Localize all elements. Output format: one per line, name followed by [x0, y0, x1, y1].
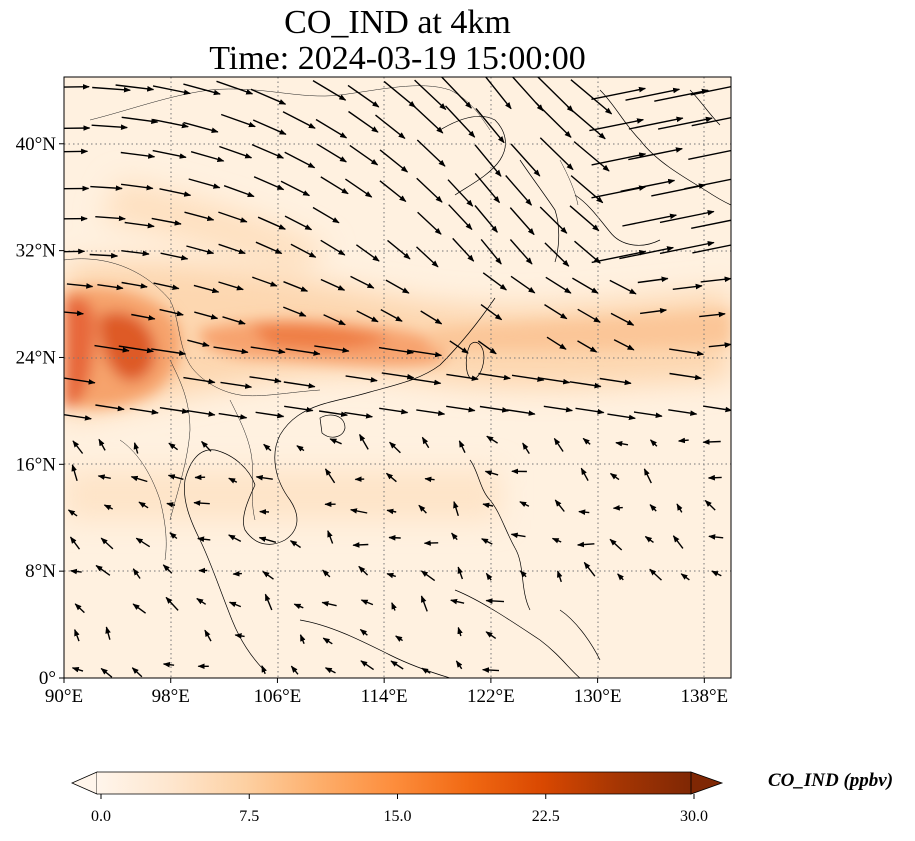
wind-vector	[57, 251, 85, 252]
latitude-tick-label: 0°	[39, 668, 56, 689]
colorbar-ramp	[97, 772, 691, 794]
colorbar-min-extend	[72, 772, 97, 794]
wind-vector	[389, 538, 401, 539]
colorbar-label: CO_IND (ppbv)	[768, 770, 893, 792]
wind-vector	[579, 512, 589, 513]
wind-vector	[353, 545, 368, 546]
wind-vector	[703, 442, 721, 443]
longitude-tick-label: 138°E	[680, 686, 728, 707]
latitude-tick-label: 16°N	[16, 454, 57, 475]
colorbar-tick-label: 7.5	[239, 808, 259, 825]
longitude-tick-label: 90°E	[45, 686, 83, 707]
longitude-tick-label: 98°E	[152, 686, 190, 707]
latitude-tick-label: 40°N	[16, 134, 57, 155]
longitude-tick-label: 106°E	[254, 686, 302, 707]
latitude-tick-label: 8°N	[25, 561, 56, 582]
latitude-tick-label: 24°N	[16, 347, 57, 368]
colorbar-max-extend	[691, 772, 722, 794]
latitude-tick-label: 32°N	[16, 241, 57, 262]
wind-vector	[486, 601, 504, 602]
wind-vector	[51, 87, 89, 88]
wind-vector	[194, 503, 210, 504]
colorbar: 0.0 7.5 15.0 22.5 30.0	[72, 772, 722, 825]
wind-vector	[679, 440, 689, 441]
colorbar-tick-label: 0.0	[91, 808, 111, 825]
concentration-field	[64, 77, 731, 678]
wind-vector	[709, 477, 722, 478]
colorbar-tick-label: 22.5	[532, 808, 560, 825]
colorbar-tick-label: 15.0	[384, 808, 412, 825]
longitude-tick-label: 122°E	[467, 686, 515, 707]
wind-vector	[53, 151, 87, 152]
latitude-tick-labels: 0° 8°N 16°N 24°N 32°N 40°N	[16, 134, 64, 689]
wind-vector	[233, 574, 242, 575]
longitude-tick-labels: 90°E 98°E 106°E 114°E 122°E 130°E 138°E	[45, 678, 728, 707]
wind-vector	[483, 670, 499, 671]
wind-vector	[614, 508, 623, 509]
colorbar-tick-label: 30.0	[680, 808, 708, 825]
wind-vector	[425, 479, 435, 480]
longitude-tick-label: 130°E	[574, 686, 622, 707]
longitude-tick-label: 114°E	[361, 686, 408, 707]
